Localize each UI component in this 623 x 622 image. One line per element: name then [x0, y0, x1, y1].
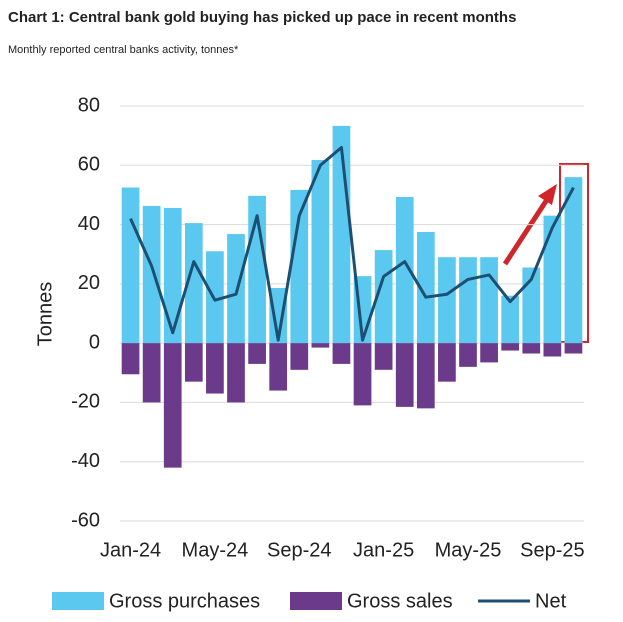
bar: [459, 257, 477, 344]
chart-subtitle: Monthly reported central banks activity,…: [8, 44, 239, 56]
legend-swatch: [290, 592, 342, 610]
y-tick-label: 40: [78, 213, 100, 235]
bar: [543, 343, 562, 357]
bar: [564, 343, 583, 354]
bar: [248, 343, 266, 364]
bar: [142, 343, 161, 403]
bar: [206, 343, 224, 394]
bar: [163, 207, 182, 344]
y-tick-label: -20: [71, 391, 100, 413]
y-tick-label: -60: [71, 509, 100, 531]
bar: [227, 343, 245, 403]
bar: [121, 343, 140, 375]
bar: [353, 343, 372, 406]
x-tick-label: Jan-24: [100, 539, 161, 561]
bar: [332, 343, 351, 364]
bar: [311, 159, 330, 344]
bar: [480, 257, 498, 344]
bar: [395, 343, 414, 407]
bar: [311, 343, 330, 348]
legend-label: Net: [535, 590, 567, 612]
legend-label: Gross sales: [347, 590, 453, 612]
x-tick-label: Jan-25: [353, 539, 414, 561]
y-tick-label: 60: [78, 154, 100, 176]
bar: [501, 343, 520, 351]
bar: [374, 343, 393, 370]
x-tick-label: May-24: [182, 539, 249, 561]
bar: [142, 205, 161, 344]
bar: [438, 343, 456, 382]
y-tick-label: 80: [78, 94, 100, 116]
bar: [163, 343, 182, 468]
y-tick-label: 20: [78, 272, 100, 294]
bar: [416, 343, 435, 409]
bar: [269, 288, 288, 344]
arrow-head: [538, 184, 557, 205]
legend-label: Gross purchases: [109, 590, 260, 612]
bar: [501, 295, 520, 344]
bar: [480, 343, 498, 363]
bar: [121, 187, 140, 344]
bar: [395, 197, 414, 344]
bar: [459, 343, 477, 367]
net-line: [129, 146, 575, 342]
legend-swatch: [52, 592, 104, 610]
chart-title: Chart 1: Central bank gold buying has pi…: [8, 9, 516, 26]
bar: [184, 343, 203, 382]
bar: [290, 189, 309, 344]
bar: [543, 215, 562, 344]
bar: [564, 177, 583, 344]
bar: [522, 343, 541, 354]
arrow-shaft: [502, 196, 551, 266]
bar: [290, 343, 309, 370]
y-axis-label: Tonnes: [34, 282, 56, 347]
bar: [522, 267, 541, 344]
bar: [184, 223, 203, 344]
bar: [416, 231, 435, 344]
x-tick-label: Sep-24: [267, 539, 332, 561]
bar: [269, 343, 288, 391]
bar: [438, 257, 456, 344]
x-tick-label: May-25: [435, 539, 502, 561]
y-tick-label: -40: [71, 450, 100, 472]
y-tick-label: 0: [89, 331, 100, 353]
x-tick-label: Sep-25: [520, 539, 585, 561]
